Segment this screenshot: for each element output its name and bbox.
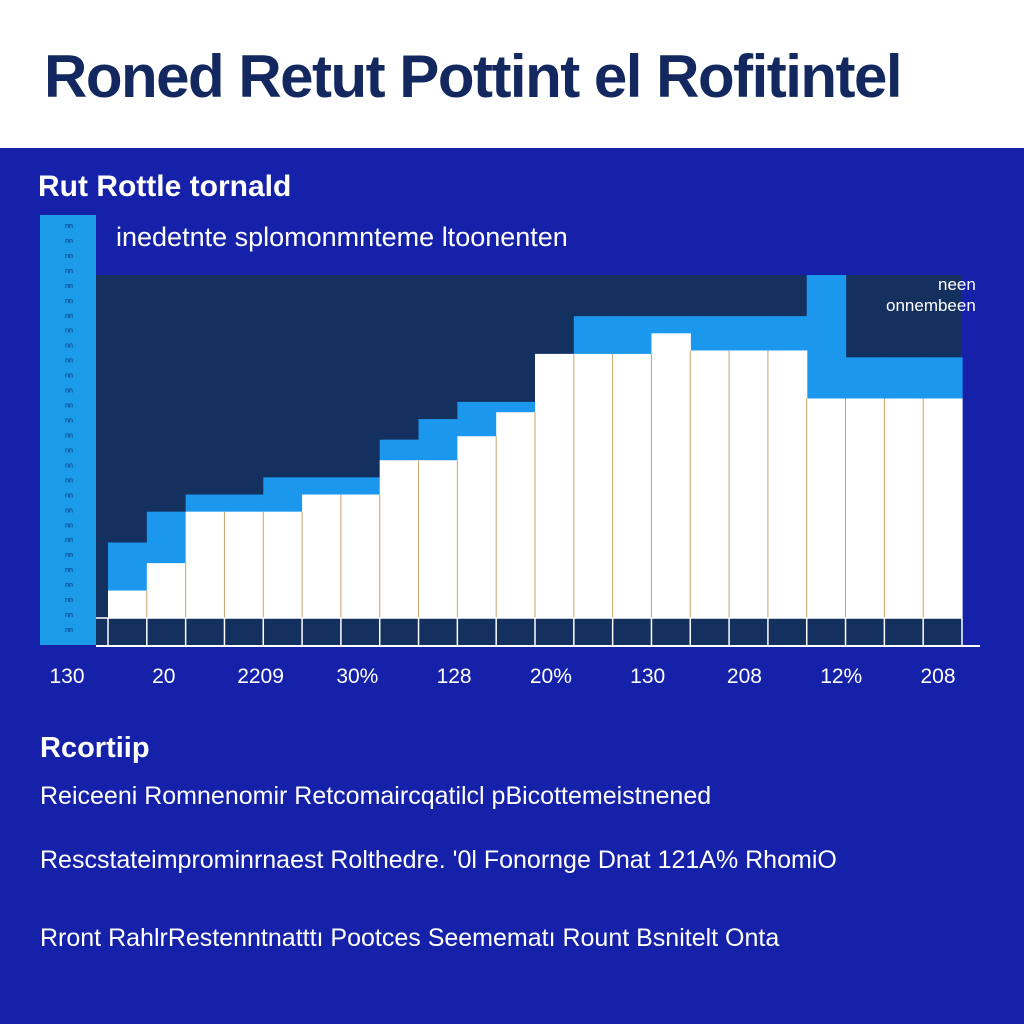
notes-line: Reiceeni Romnenomir Retcomaircqatilcl pB… [40,782,712,810]
legend: neen onnembeen [886,275,976,315]
bar [340,494,381,618]
bar [573,353,614,618]
notes-line: Rescstateimprominrnaest Rolthedre. '0l F… [40,846,837,874]
bar [185,511,226,618]
x-tick-label: 208 [920,665,955,688]
x-tick-label: 2209 [237,665,284,688]
legend-label: neen [938,275,976,294]
x-tick-label: 208 [727,665,762,688]
bar [612,353,653,618]
plot-area [96,275,980,647]
y-tick-label: nn [65,403,73,410]
y-tick-label: nn [65,418,73,425]
bar [418,460,458,618]
y-tick-label: nn [65,313,73,320]
x-tick-label: 30% [336,665,378,688]
y-tick-label: nn [65,328,73,335]
y-tick-label: nn [65,373,73,380]
bar [845,398,885,618]
y-tick-label: nn [65,627,73,634]
bar [651,333,691,618]
y-tick-label: nn [65,522,73,529]
notes-line: Rront RahlrRestenntnatttı Pootces Seemem… [40,924,780,952]
bar [379,460,420,618]
y-tick-label: nn [65,388,73,395]
y-tick-label: nn [65,238,73,245]
bar [146,563,187,618]
y-tick-label: nn [65,253,73,260]
x-tick-label: 20 [152,665,175,688]
bar [884,398,924,618]
x-tick-label: 128 [437,665,472,688]
bar [535,353,575,618]
y-tick-label: nn [65,492,73,499]
y-tick-label: nn [65,537,73,544]
y-axis-band [40,215,96,645]
y-tick-label: nn [65,507,73,514]
bar [767,350,808,618]
y-tick-label: nn [65,223,73,230]
y-tick-label: nn [65,432,73,439]
y-tick-label: nn [65,283,73,290]
chart-subtitle: inedetnte splomonmnteme ltoonenten [116,222,568,252]
bar [690,350,730,618]
page-title: Roned Retut Pottint el Rofitintel [44,43,903,110]
bar [108,590,148,618]
y-tick-label: nn [65,358,73,365]
bar [729,350,769,618]
bar [457,436,497,618]
y-tick-label: nn [65,298,73,305]
legend-label: onnembeen [886,296,976,315]
y-tick-label: nn [65,447,73,454]
y-tick-label: nn [65,582,73,589]
y-axis: nn nn nn nn nn nn nn nn nn nn nn nn nn nn nn nn nn nn nn nn… [40,215,96,645]
header-banner: Roned Retut Pottint el Rofitintel [0,0,1024,148]
y-tick-label: nn [65,567,73,574]
notes-title: Rcortiip [40,732,150,764]
y-tick-label: nn [65,477,73,484]
y-tick-label: nn [65,268,73,275]
bar-chart: nn nn nn nn nn nn nn nn nn nn nn nn nn nn nn nn nn nn nn nn… [40,215,980,688]
bar [263,511,303,618]
bar [224,511,264,618]
x-tick-label: 20% [530,665,572,688]
chart-title: Rut Rottle tornald [38,170,292,203]
bar [496,412,536,618]
y-tick-label: nn [65,462,73,469]
x-tick-label: 130 [49,665,84,688]
bar [923,398,963,618]
y-tick-label: nn [65,597,73,604]
x-tick-label: 130 [630,665,665,688]
x-tick-label: 12% [820,665,862,688]
bar [806,398,847,618]
bar [302,494,342,618]
y-tick-label: nn [65,612,73,619]
y-tick-label: nn [65,552,73,559]
y-tick-label: nn [65,343,73,350]
x-axis: 130 20 2209 30% 128 20% 130 208 12% 208 [49,665,955,688]
